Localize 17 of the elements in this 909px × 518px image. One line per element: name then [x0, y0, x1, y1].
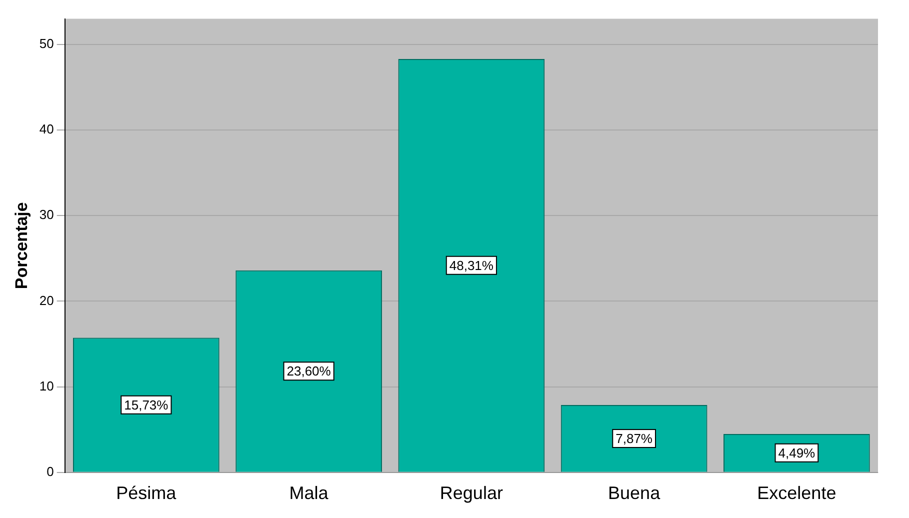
x-tick-label: Buena	[608, 483, 662, 504]
data-label: 15,73%	[124, 397, 169, 412]
y-tick-label: 50	[39, 36, 54, 52]
data-label: 4,49%	[778, 446, 816, 461]
y-tick-label: 20	[39, 292, 54, 308]
data-label: 48,31%	[449, 258, 494, 273]
y-tick-label: 40	[39, 122, 54, 137]
data-label: 7,87%	[616, 431, 653, 446]
y-axis-title: Porcentaje	[12, 202, 31, 290]
y-tick-label: 30	[39, 207, 54, 222]
y-tick-label: 10	[39, 378, 54, 394]
x-tick-label: Regular	[440, 483, 503, 504]
x-tick-label: Mala	[289, 483, 330, 504]
data-label: 23,60%	[286, 364, 332, 379]
x-tick-label: Excelente	[757, 483, 836, 504]
x-tick-label: Pésima	[116, 483, 178, 504]
y-tick-label: 0	[46, 464, 54, 479]
